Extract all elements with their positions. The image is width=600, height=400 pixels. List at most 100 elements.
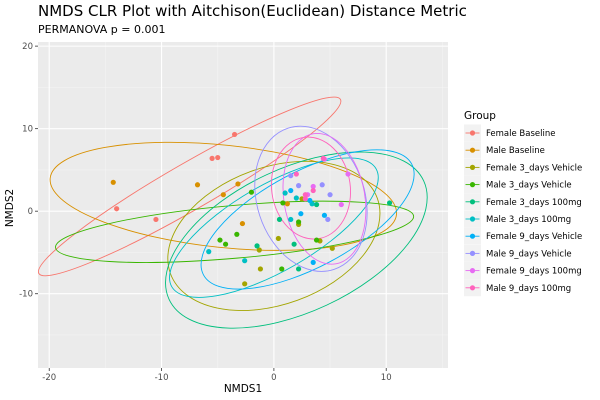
- data-point-series-9: [302, 196, 308, 202]
- data-point-series-0: [114, 206, 120, 212]
- data-point-series-3: [280, 200, 286, 206]
- legend-key-point: [469, 250, 476, 256]
- data-point-series-7: [319, 182, 325, 188]
- legend-label: Male 3_days Vehicle: [486, 181, 572, 191]
- data-point-series-8: [310, 183, 316, 190]
- data-point-series-3: [313, 237, 320, 243]
- data-point-series-5: [282, 190, 288, 196]
- x-tick-label: 10: [381, 373, 392, 383]
- legend-label: Female 9_days 100mg: [486, 267, 582, 277]
- chart-subtitle: PERMANOVA p = 0.001: [38, 23, 165, 36]
- data-point-series-9: [293, 171, 299, 177]
- legend-key-point: [469, 233, 476, 239]
- data-point-series-1: [220, 192, 226, 198]
- data-point-series-4: [313, 201, 320, 208]
- legend-label: Female 3_days Vehicle: [486, 163, 582, 173]
- y-tick-label: 10: [22, 125, 33, 135]
- x-axis-ticks: -20 -10 0 10: [42, 368, 392, 383]
- data-point-series-6: [288, 187, 294, 194]
- data-point-series-1: [239, 220, 246, 227]
- data-point-series-4: [291, 241, 297, 247]
- data-point-series-2: [329, 245, 335, 251]
- data-point-series-0: [231, 131, 238, 138]
- major-grid: [38, 42, 448, 368]
- y-tick-label: 20: [22, 42, 33, 52]
- x-axis-title: NMDS1: [224, 383, 262, 395]
- legend-label: Male Baseline: [486, 146, 545, 156]
- y-axis-ticks: -10 0 10 20: [19, 42, 38, 300]
- data-point-series-1: [110, 179, 116, 185]
- ellipse-series-3: [55, 200, 415, 263]
- x-tick-label: -20: [42, 373, 56, 383]
- ellipse-series-1: [49, 141, 398, 251]
- ellipse-series-8: [282, 132, 367, 265]
- data-point-series-4: [276, 216, 283, 223]
- data-point-series-9: [320, 155, 326, 161]
- data-point-series-3: [234, 231, 240, 237]
- y-tick-label: -10: [19, 290, 33, 300]
- confidence-ellipses: [37, 96, 428, 329]
- ellipse-series-4: [165, 151, 428, 329]
- data-point-series-7: [296, 183, 302, 189]
- data-point-series-9: [302, 192, 308, 198]
- data-point-series-2: [257, 266, 264, 272]
- data-point-series-3: [222, 241, 229, 247]
- data-point-series-5: [293, 195, 299, 201]
- data-point-series-7: [327, 192, 333, 198]
- legend-label: Male 3_days 100mg: [486, 215, 571, 225]
- data-point-series-2: [256, 247, 262, 253]
- legend-key-point: [469, 130, 476, 136]
- data-point-series-2: [242, 281, 248, 287]
- data-point-series-0: [215, 154, 221, 161]
- data-point-series-4: [386, 200, 393, 206]
- data-point-series-3: [217, 237, 223, 243]
- legend-key-point: [469, 285, 476, 291]
- data-point-series-5: [206, 249, 212, 255]
- data-point-series-9: [310, 187, 316, 194]
- legend-label: Male 9_days Vehicle: [486, 249, 572, 259]
- data-point-series-7: [325, 216, 331, 223]
- legend-label: Male 9_days 100mg: [486, 284, 571, 294]
- chart-title: NMDS CLR Plot with Aitchison(Euclidean) …: [38, 2, 467, 20]
- legend-label: Female Baseline: [486, 129, 555, 139]
- x-tick-label: 0: [271, 373, 276, 383]
- data-point-series-7: [288, 173, 294, 179]
- data-points: [110, 131, 393, 287]
- legend-key-point: [469, 199, 476, 205]
- legend-label: Female 3_days 100mg: [486, 198, 582, 208]
- data-point-series-2: [275, 235, 281, 242]
- legend-key-point: [469, 182, 476, 188]
- data-point-series-5: [288, 216, 294, 223]
- data-point-series-1: [284, 201, 290, 207]
- data-point-series-8: [338, 201, 344, 208]
- data-point-series-6: [298, 211, 304, 217]
- legend-key-point: [469, 147, 476, 153]
- data-point-series-3: [296, 219, 302, 225]
- ellipse-series-0: [37, 96, 342, 277]
- data-point-series-1: [194, 182, 201, 188]
- data-point-series-1: [235, 181, 241, 187]
- data-point-series-5: [242, 258, 248, 264]
- data-point-series-6: [310, 259, 316, 265]
- legend-key-point: [469, 216, 476, 222]
- data-point-series-3: [248, 189, 255, 195]
- data-point-series-4: [254, 243, 260, 249]
- data-point-series-0: [153, 216, 159, 223]
- y-axis-title: NMDS2: [4, 189, 16, 227]
- data-point-series-3: [279, 266, 285, 272]
- minor-grid: [38, 42, 448, 368]
- y-tick-label: 0: [28, 207, 33, 217]
- legend-key-point: [469, 268, 476, 274]
- legend-label: Female 9_days Vehicle: [486, 232, 582, 242]
- legend-key-point: [469, 164, 476, 170]
- ellipse-series-2: [167, 160, 381, 311]
- legend-title: Group: [464, 110, 496, 122]
- data-point-series-6: [321, 212, 328, 218]
- data-point-series-6: [307, 197, 313, 204]
- x-tick-label: -10: [155, 373, 169, 383]
- data-point-series-4: [296, 266, 302, 272]
- ellipse-series-6: [200, 149, 415, 290]
- legend: Group Female Baseline Male Baseline Female…: [464, 110, 582, 297]
- data-point-series-8: [345, 171, 351, 177]
